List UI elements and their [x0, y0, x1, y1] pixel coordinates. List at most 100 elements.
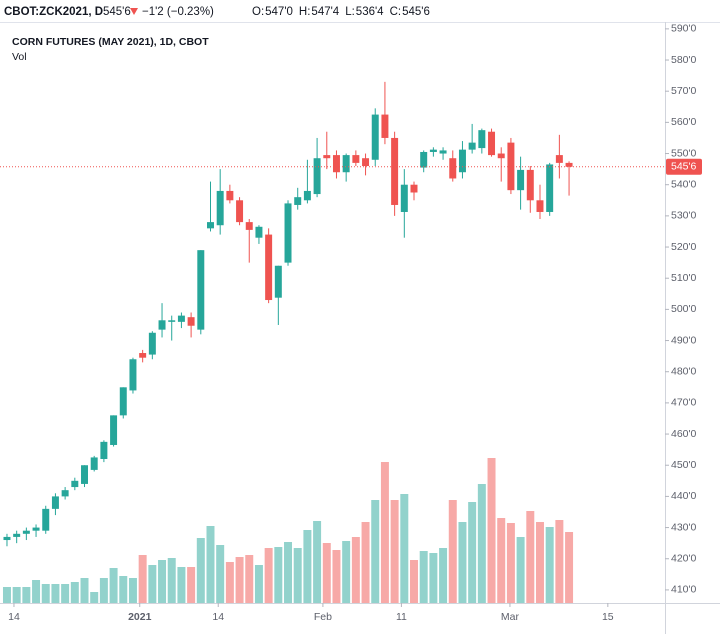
candle-body: [313, 158, 321, 195]
candle-body: [323, 155, 331, 159]
y-tick-label: 550'0: [671, 147, 697, 159]
y-tick-label: 410'0: [671, 584, 697, 596]
ohlc-key: O:: [252, 6, 264, 18]
last-price-tag: [666, 158, 702, 175]
volume-bar: [497, 518, 506, 603]
ohlc-key: L:: [345, 6, 355, 18]
candle-body: [148, 332, 156, 355]
y-tick-label: 530'0: [671, 210, 697, 222]
y-tick-label: 580'0: [671, 54, 697, 66]
x-tick-label: 2021: [128, 611, 152, 623]
volume-bar: [61, 584, 70, 603]
x-tick-label: 11: [396, 611, 407, 623]
volume-bar: [516, 537, 525, 603]
x-tick-label: Feb: [314, 611, 332, 623]
last-price-label: 545'6: [671, 161, 697, 173]
ohlc-value: 547'4: [311, 6, 339, 18]
candle-body: [526, 169, 534, 201]
y-tick-label: 490'0: [671, 334, 697, 346]
volume-bar: [2, 587, 11, 603]
volume-bar: [380, 462, 389, 603]
volume-bar: [80, 578, 89, 603]
volume-bar: [70, 582, 79, 603]
price: 545'6: [103, 6, 131, 18]
candle-body: [245, 222, 253, 230]
candle-body: [497, 153, 505, 159]
candle-body: [284, 203, 292, 263]
x-tick-label: Mar: [501, 611, 520, 623]
volume-bar: [565, 532, 574, 603]
candle-body: [265, 234, 273, 301]
candle-body: [546, 164, 554, 212]
y-tick-label: 420'0: [671, 553, 697, 565]
volume-bar: [371, 500, 380, 603]
candle-body: [565, 162, 573, 167]
volume-bar: [158, 560, 167, 603]
candle-body: [168, 320, 176, 322]
candle-body: [119, 387, 127, 416]
volume-bar: [109, 568, 118, 603]
volume-bar: [332, 550, 341, 603]
candle-body: [429, 149, 437, 152]
y-tick-label: 460'0: [671, 428, 697, 440]
volume-bar: [555, 520, 564, 603]
y-tick-label: 560'0: [671, 116, 697, 128]
candle-body: [32, 527, 40, 531]
candle-body: [81, 465, 88, 484]
candle-body: [110, 415, 118, 445]
y-tick-label: 450'0: [671, 459, 697, 471]
candle-body: [449, 158, 457, 179]
volume-bar: [322, 543, 331, 603]
candle-body: [352, 155, 360, 163]
volume-bar: [148, 565, 157, 603]
ohlc-key: C:: [390, 6, 402, 18]
volume-bar: [400, 494, 409, 603]
y-tick-label: 520'0: [671, 241, 697, 253]
volume-bar: [274, 547, 283, 603]
ohlc-value: 545'6: [402, 6, 430, 18]
change: −1'2 (−0.23%): [142, 6, 214, 18]
y-tick-label: 510'0: [671, 272, 697, 284]
candle-body: [177, 315, 185, 322]
candle-body: [400, 184, 408, 212]
symbol: CBOT:ZCK2021, D: [4, 6, 103, 18]
candle-body: [362, 158, 370, 167]
volume-bar: [303, 530, 312, 603]
ohlc-value: 547'0: [265, 6, 293, 18]
candle-body: [216, 190, 224, 226]
candle-body: [158, 320, 166, 330]
down-arrow: [130, 8, 138, 15]
candle-body: [488, 131, 496, 156]
volume-bar: [41, 584, 50, 603]
candle-body: [90, 457, 98, 470]
volume-label: Vol: [12, 51, 27, 63]
candle-body: [42, 508, 50, 531]
volume-bar: [429, 553, 438, 603]
candle-body: [139, 353, 147, 358]
volume-bar: [90, 592, 99, 603]
candle-body: [410, 184, 418, 193]
ohlc-value: 536'4: [356, 6, 384, 18]
volume-bar: [439, 548, 448, 603]
volume-bar: [468, 502, 477, 603]
volume-bar: [128, 578, 137, 603]
y-tick-label: 480'0: [671, 366, 697, 378]
candle-body: [468, 142, 476, 150]
y-tick-label: 540'0: [671, 178, 697, 190]
volume-bar: [351, 537, 360, 603]
candle-body: [61, 490, 69, 497]
candle-body: [517, 169, 525, 191]
candle-body: [439, 150, 447, 154]
candle-body: [207, 222, 214, 229]
volume-bar: [167, 558, 176, 603]
volume-bar: [51, 584, 60, 603]
volume-bar: [12, 587, 21, 603]
header: CBOT:ZCK2021, D 545'6 −1'2 (−0.23%): [4, 6, 214, 18]
volume-bar: [545, 527, 554, 603]
candle-body: [51, 496, 59, 509]
volume-bar: [32, 580, 41, 603]
y-tick-label: 500'0: [671, 303, 697, 315]
x-tick-label: 14: [8, 611, 20, 623]
candle-body: [420, 151, 428, 168]
x-tick-label: 14: [212, 611, 224, 623]
